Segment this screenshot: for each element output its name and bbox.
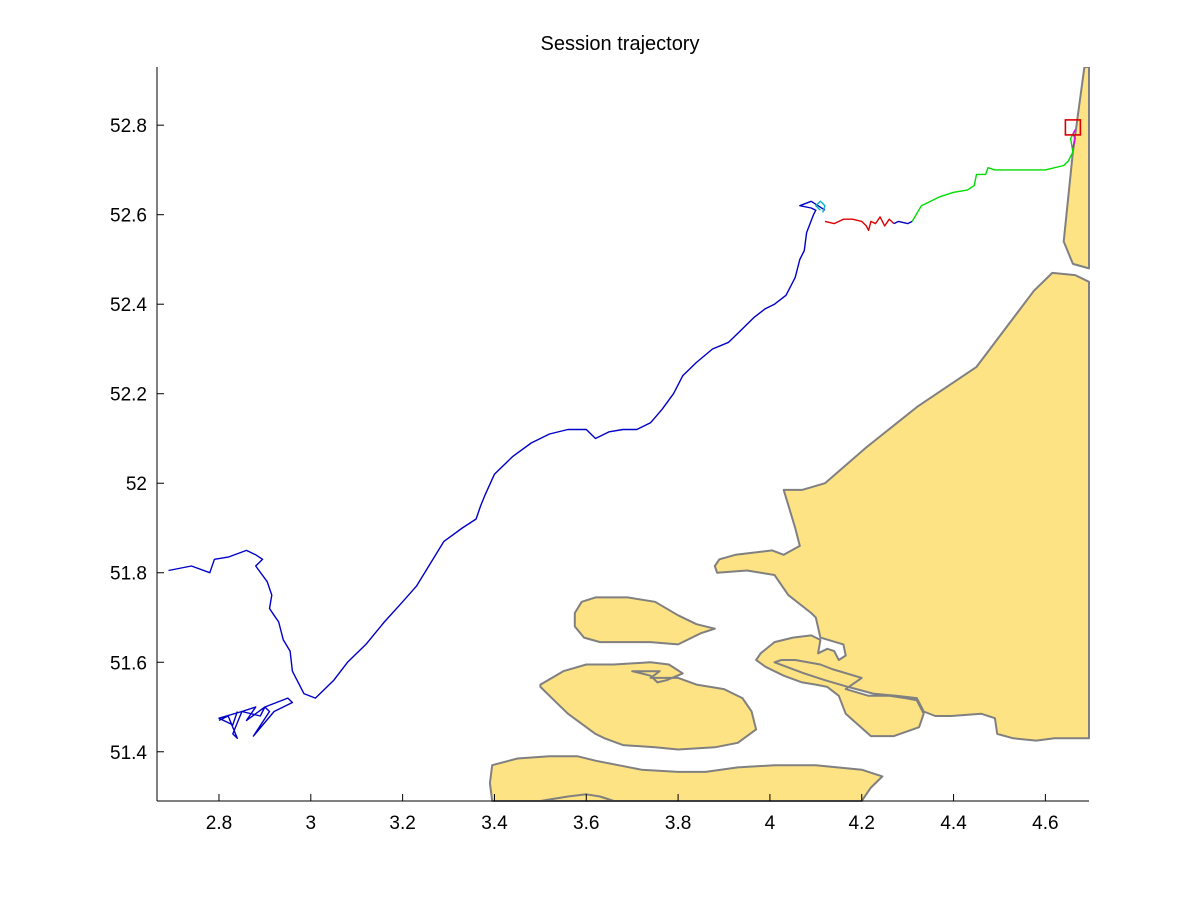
- y-tick-label: 52.4: [110, 295, 147, 316]
- x-tick-label: 4: [765, 813, 776, 834]
- marker-layer: [1064, 119, 1082, 136]
- chart-title: Session trajectory: [541, 33, 700, 55]
- x-tick-label: 4.4: [940, 813, 967, 834]
- y-tick-label: 51.4: [110, 743, 147, 764]
- x-tick-label: 2.8: [206, 813, 232, 834]
- trajectory-segment-6: [911, 133, 1074, 222]
- x-tick-label: 3.8: [665, 813, 691, 834]
- y-tick-label: 52: [126, 474, 147, 495]
- y-tick-label: 52.6: [110, 206, 147, 227]
- end-marker-square: [1064, 119, 1082, 136]
- land-polygon-3: [573, 596, 716, 646]
- y-tick-label: 52.2: [110, 385, 147, 406]
- x-tick-label: 3.4: [481, 813, 508, 834]
- trajectory-layer: [168, 129, 1076, 739]
- x-tick-label: 3: [306, 813, 317, 834]
- land-polygon-5: [488, 755, 884, 802]
- land-polygon-2: [713, 271, 1090, 742]
- y-tick-label: 51.8: [110, 564, 147, 585]
- x-tick-label: 4.2: [849, 813, 875, 834]
- y-tick-label: 51.6: [110, 653, 147, 674]
- axes: 2.8 3 3.2 3.4 3.6 3.8 4 4.2 4.4 4.6 51.4 51.6 51.8 52…: [110, 67, 1089, 834]
- trajectory-segment-7: [1072, 129, 1076, 148]
- trajectory-segment-3: [815, 200, 826, 213]
- trajectory-segment-2: [218, 697, 294, 739]
- x-tick-label: 4.6: [1032, 813, 1058, 834]
- x-tick-label: 3.6: [573, 813, 599, 834]
- y-tick-label: 52.8: [110, 116, 147, 137]
- trajectory-segment-1: [168, 200, 826, 699]
- trajectory-segment-4: [824, 216, 895, 232]
- land-polygon-4: [539, 661, 758, 751]
- land-layer: [488, 67, 1090, 802]
- trajectory-segment-5: [893, 220, 913, 225]
- x-tick-label: 3.2: [389, 813, 415, 834]
